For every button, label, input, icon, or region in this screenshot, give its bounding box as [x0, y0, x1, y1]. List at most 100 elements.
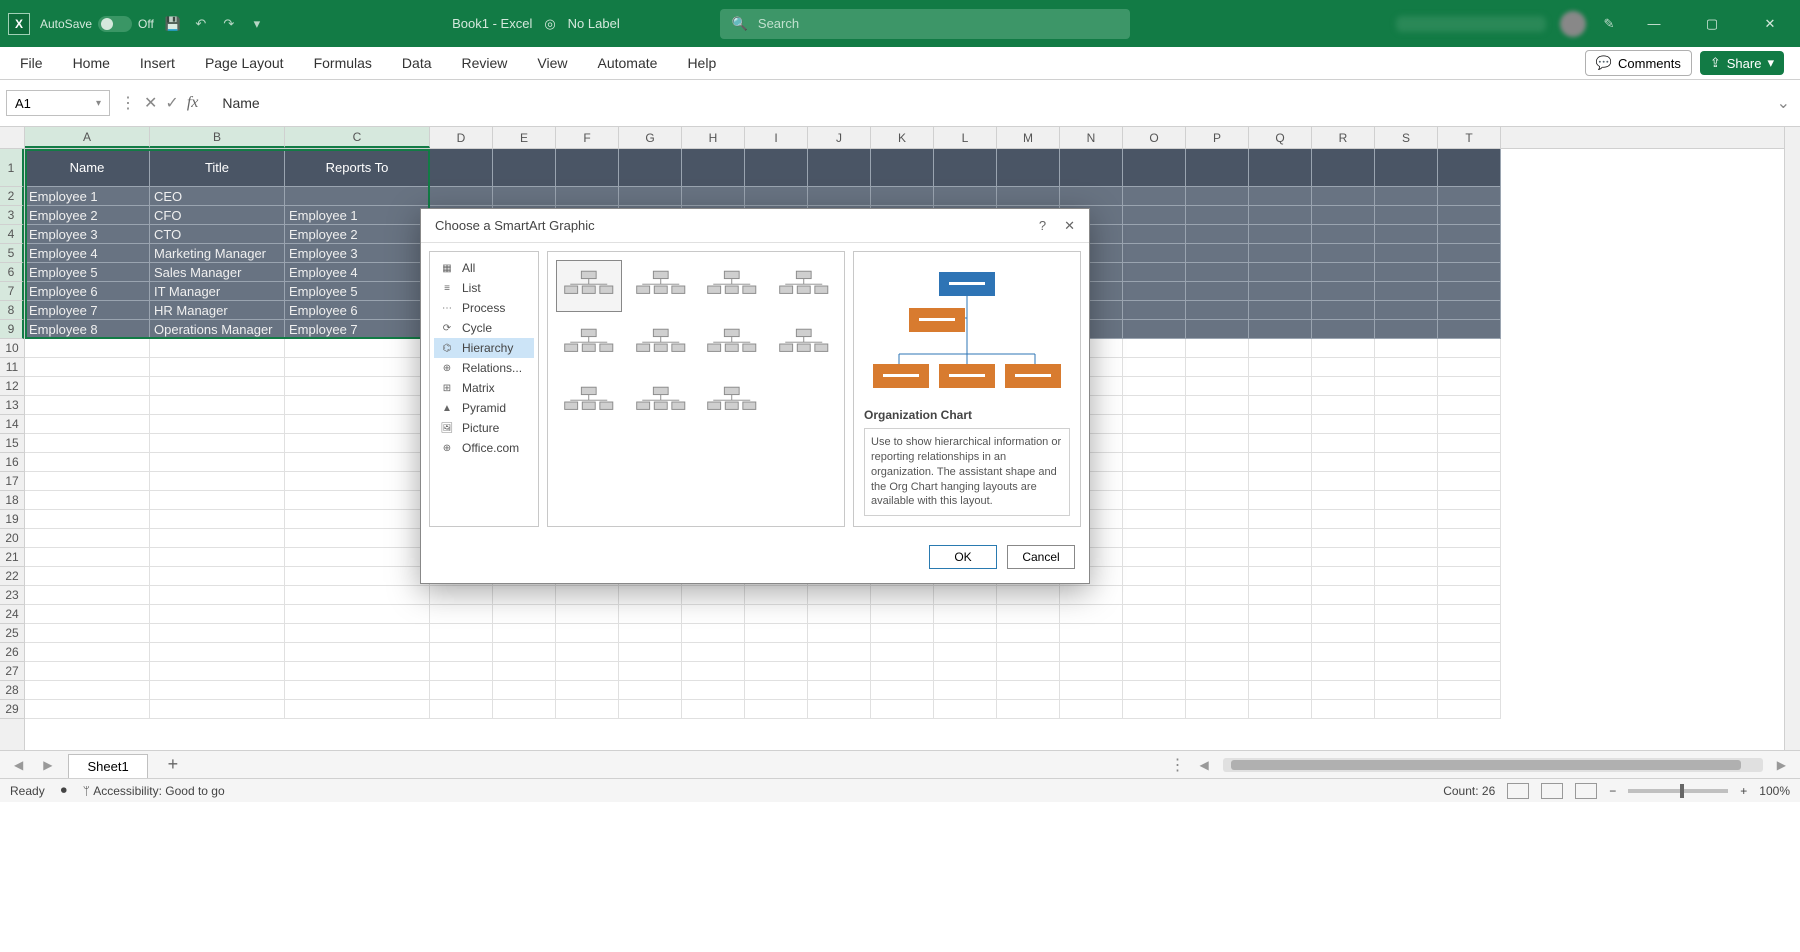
- cell[interactable]: [1186, 206, 1249, 225]
- record-macro-icon[interactable]: ⏺: [61, 783, 67, 798]
- cell[interactable]: [1375, 301, 1438, 320]
- cell[interactable]: [1249, 358, 1312, 377]
- cell[interactable]: [1060, 586, 1123, 605]
- cell[interactable]: [682, 586, 745, 605]
- cell[interactable]: [1375, 244, 1438, 263]
- cell[interactable]: [1249, 510, 1312, 529]
- layout-thumb[interactable]: [771, 318, 837, 370]
- row-header[interactable]: 20: [0, 529, 24, 548]
- cell[interactable]: [1123, 415, 1186, 434]
- cell[interactable]: [871, 643, 934, 662]
- row-header[interactable]: 28: [0, 681, 24, 700]
- ribbon-tab-insert[interactable]: Insert: [136, 49, 179, 77]
- cell[interactable]: [1438, 263, 1501, 282]
- cell[interactable]: [1312, 187, 1375, 206]
- cell[interactable]: [619, 624, 682, 643]
- cell[interactable]: [1438, 510, 1501, 529]
- cell[interactable]: [285, 586, 430, 605]
- add-sheet-button[interactable]: +: [160, 754, 187, 775]
- column-header[interactable]: I: [745, 127, 808, 148]
- cell[interactable]: [1375, 263, 1438, 282]
- cell[interactable]: [556, 662, 619, 681]
- cell[interactable]: [1249, 244, 1312, 263]
- cell[interactable]: [285, 624, 430, 643]
- cell[interactable]: [1249, 605, 1312, 624]
- cell[interactable]: [150, 662, 285, 681]
- cell[interactable]: [1186, 187, 1249, 206]
- cell[interactable]: [1312, 358, 1375, 377]
- cell[interactable]: [285, 510, 430, 529]
- cell[interactable]: [1123, 491, 1186, 510]
- cell[interactable]: Employee 8: [25, 320, 150, 339]
- cell[interactable]: [1060, 700, 1123, 719]
- cell[interactable]: [1249, 282, 1312, 301]
- cell[interactable]: [1123, 149, 1186, 187]
- cell[interactable]: [1123, 681, 1186, 700]
- cell[interactable]: [285, 681, 430, 700]
- cell[interactable]: [1438, 700, 1501, 719]
- cell[interactable]: [871, 662, 934, 681]
- cell[interactable]: Employee 7: [25, 301, 150, 320]
- cell[interactable]: [1312, 624, 1375, 643]
- column-header[interactable]: L: [934, 127, 997, 148]
- cell[interactable]: [430, 624, 493, 643]
- cell[interactable]: [745, 187, 808, 206]
- column-header[interactable]: O: [1123, 127, 1186, 148]
- cell[interactable]: [1249, 700, 1312, 719]
- cell[interactable]: [1438, 206, 1501, 225]
- cell[interactable]: [1375, 472, 1438, 491]
- cell[interactable]: [934, 605, 997, 624]
- cell[interactable]: [1249, 263, 1312, 282]
- cell[interactable]: [1438, 225, 1501, 244]
- cell[interactable]: [1249, 377, 1312, 396]
- cell[interactable]: [1249, 529, 1312, 548]
- cell[interactable]: Name: [25, 149, 150, 187]
- category-item[interactable]: ≡List: [434, 278, 534, 298]
- cell[interactable]: [808, 681, 871, 700]
- cell[interactable]: [1186, 282, 1249, 301]
- column-header[interactable]: Q: [1249, 127, 1312, 148]
- cell[interactable]: [1060, 149, 1123, 187]
- cell[interactable]: [285, 700, 430, 719]
- cell[interactable]: [1312, 605, 1375, 624]
- cell[interactable]: [150, 510, 285, 529]
- cell[interactable]: [934, 681, 997, 700]
- cell[interactable]: [1375, 662, 1438, 681]
- cell[interactable]: [1123, 472, 1186, 491]
- cell[interactable]: [1375, 453, 1438, 472]
- cell[interactable]: [25, 491, 150, 510]
- cell[interactable]: [619, 187, 682, 206]
- cell[interactable]: [1438, 415, 1501, 434]
- cell[interactable]: [25, 415, 150, 434]
- cell[interactable]: [1375, 586, 1438, 605]
- cell[interactable]: [1312, 225, 1375, 244]
- row-header[interactable]: 24: [0, 605, 24, 624]
- cell[interactable]: [871, 605, 934, 624]
- cell[interactable]: [150, 681, 285, 700]
- cell[interactable]: [150, 624, 285, 643]
- cell[interactable]: [556, 187, 619, 206]
- cell[interactable]: [1123, 187, 1186, 206]
- cell[interactable]: [25, 472, 150, 491]
- cell[interactable]: [1375, 567, 1438, 586]
- cell[interactable]: [493, 624, 556, 643]
- cell[interactable]: [1060, 662, 1123, 681]
- cell[interactable]: [1060, 187, 1123, 206]
- column-header[interactable]: R: [1312, 127, 1375, 148]
- cell[interactable]: [1186, 339, 1249, 358]
- cell[interactable]: [1186, 263, 1249, 282]
- cell[interactable]: [1123, 624, 1186, 643]
- cell[interactable]: [1123, 263, 1186, 282]
- category-item[interactable]: ⊞Matrix: [434, 378, 534, 398]
- cell[interactable]: CFO: [150, 206, 285, 225]
- cell[interactable]: [619, 586, 682, 605]
- cell[interactable]: [430, 187, 493, 206]
- cell[interactable]: [808, 187, 871, 206]
- ribbon-tab-view[interactable]: View: [533, 49, 571, 77]
- cell[interactable]: [1438, 377, 1501, 396]
- fx-icon[interactable]: fx: [187, 94, 199, 112]
- cell[interactable]: Employee 7: [285, 320, 430, 339]
- cell[interactable]: [25, 529, 150, 548]
- cell[interactable]: [808, 700, 871, 719]
- brush-icon[interactable]: ✎: [1600, 15, 1618, 33]
